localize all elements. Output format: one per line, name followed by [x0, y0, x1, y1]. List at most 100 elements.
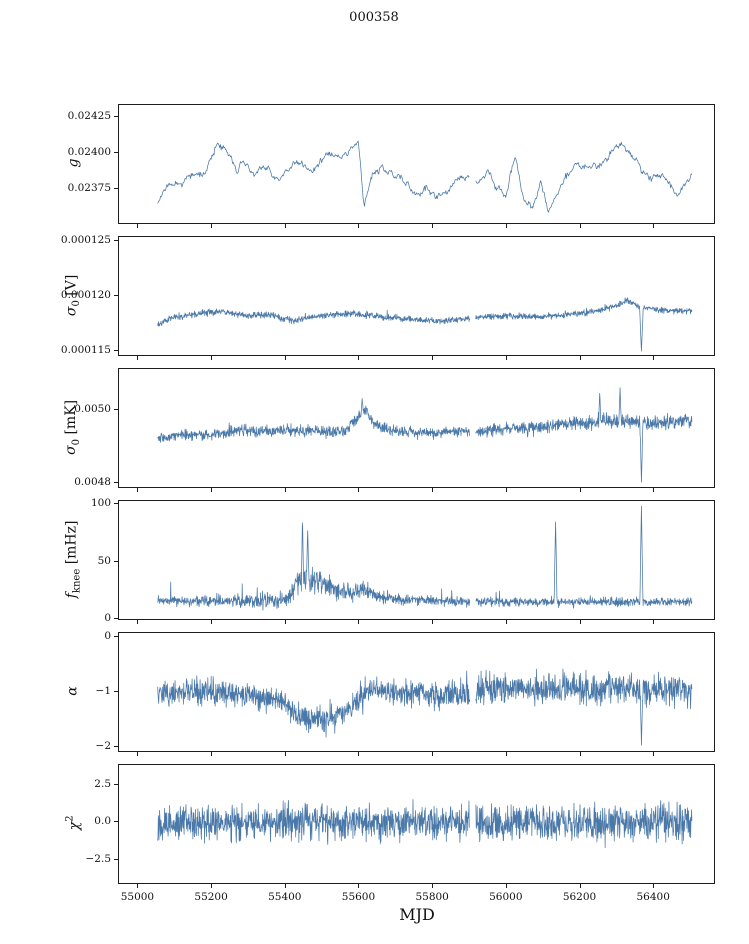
x-tick-mark	[284, 356, 286, 360]
y-tick-label: 0.000125	[60, 234, 111, 247]
x-tick-mark	[358, 884, 360, 888]
x-tick-mark	[137, 488, 139, 492]
y-tick-mark	[114, 821, 118, 822]
x-tick-label: 55600	[341, 891, 376, 903]
x-tick-mark	[137, 224, 139, 228]
x-tick-mark	[432, 752, 434, 756]
y-tick-mark	[114, 409, 118, 410]
y-tick-mark	[114, 561, 118, 562]
x-tick-label: 55400	[268, 891, 302, 903]
y-tick-label: 0	[104, 612, 111, 624]
y-tick-label: −1	[95, 685, 111, 697]
y-tick-mark	[114, 295, 118, 296]
panel-chi2	[118, 764, 715, 884]
x-tick-mark	[211, 752, 213, 756]
y-tick-label: 0.02400	[67, 146, 111, 159]
x-tick-mark	[137, 620, 139, 624]
y-tick-mark	[114, 503, 118, 504]
fknee-trace	[119, 501, 714, 619]
panel-sigma0-v	[118, 236, 715, 356]
x-tick-mark	[284, 620, 286, 624]
y-tick-label: 0.0	[94, 815, 111, 828]
x-tick-mark	[579, 884, 581, 888]
x-tick-mark	[432, 356, 434, 360]
x-tick-mark	[358, 224, 360, 228]
x-tick-mark	[579, 356, 581, 360]
y-tick-mark	[114, 152, 118, 153]
y-tick-label: 0.000120	[60, 289, 111, 301]
y-tick-mark	[114, 240, 118, 241]
y-tick-mark	[114, 746, 118, 747]
x-tick-mark	[432, 224, 434, 228]
x-tick-mark	[653, 224, 655, 228]
y-tick-label: 0	[104, 630, 111, 643]
y-tick-mark	[114, 188, 118, 189]
x-tick-mark	[579, 224, 581, 228]
x-tick-mark	[432, 884, 434, 888]
g-trace	[119, 105, 714, 223]
y-tick-mark	[114, 482, 118, 483]
panel-alpha	[118, 632, 715, 752]
panel-g	[118, 104, 715, 224]
x-tick-mark	[284, 884, 286, 888]
x-tick-label: 56400	[636, 891, 670, 903]
x-tick-mark	[579, 488, 581, 492]
x-tick-mark	[358, 488, 360, 492]
x-tick-mark	[137, 356, 139, 360]
y-axis-label-fknee: fknee [mHz]	[63, 520, 83, 598]
y-axis-label-sigma0-mk: σ0 [mK]	[63, 399, 83, 455]
x-tick-mark	[653, 884, 655, 888]
x-tick-mark	[137, 752, 139, 756]
x-tick-mark	[653, 488, 655, 492]
y-tick-mark	[114, 350, 118, 351]
x-tick-mark	[211, 884, 213, 888]
x-tick-mark	[211, 488, 213, 492]
x-tick-mark	[284, 752, 286, 756]
x-tick-mark	[284, 224, 286, 228]
y-tick-label: 0.02425	[67, 109, 111, 122]
x-axis-label: MJD	[399, 905, 435, 924]
x-tick-mark	[653, 620, 655, 624]
x-tick-mark	[137, 884, 139, 888]
x-tick-label: 56200	[562, 891, 597, 903]
x-tick-mark	[358, 356, 360, 360]
x-tick-mark	[505, 224, 507, 228]
x-tick-mark	[432, 488, 434, 492]
panel-fknee	[118, 500, 715, 620]
x-tick-label: 55800	[415, 891, 449, 903]
y-tick-mark	[114, 859, 118, 860]
x-tick-mark	[358, 752, 360, 756]
y-tick-label: −2	[95, 739, 111, 752]
x-tick-mark	[505, 752, 507, 756]
y-tick-label: −2.5	[85, 853, 112, 866]
y-tick-mark	[114, 691, 118, 692]
alpha-trace	[119, 633, 714, 751]
y-axis-label-alpha: α	[65, 686, 81, 696]
x-tick-mark	[211, 356, 213, 360]
sigma0-v-trace	[119, 237, 714, 355]
x-tick-mark	[211, 224, 213, 228]
y-tick-label: 0.000115	[60, 343, 111, 356]
x-tick-mark	[653, 752, 655, 756]
y-axis-label-g: g	[65, 158, 81, 168]
x-tick-label: 55000	[120, 891, 155, 903]
x-tick-mark	[432, 620, 434, 624]
figure-title: 000358	[349, 10, 399, 25]
x-tick-mark	[505, 884, 507, 888]
x-tick-mark	[358, 620, 360, 624]
y-tick-label: 0.02375	[67, 182, 111, 195]
x-tick-mark	[505, 488, 507, 492]
y-tick-label: 50	[97, 554, 111, 567]
y-tick-mark	[114, 784, 118, 785]
y-tick-label: 0.0048	[74, 476, 111, 489]
y-tick-label: 2.5	[94, 777, 111, 790]
x-tick-mark	[211, 620, 213, 624]
chi2-trace	[119, 765, 714, 883]
x-tick-mark	[653, 356, 655, 360]
panel-sigma0-mk	[118, 368, 715, 488]
x-tick-mark	[505, 356, 507, 360]
y-tick-label: 100	[90, 497, 111, 510]
x-tick-label: 55200	[194, 891, 228, 903]
x-tick-mark	[505, 620, 507, 624]
